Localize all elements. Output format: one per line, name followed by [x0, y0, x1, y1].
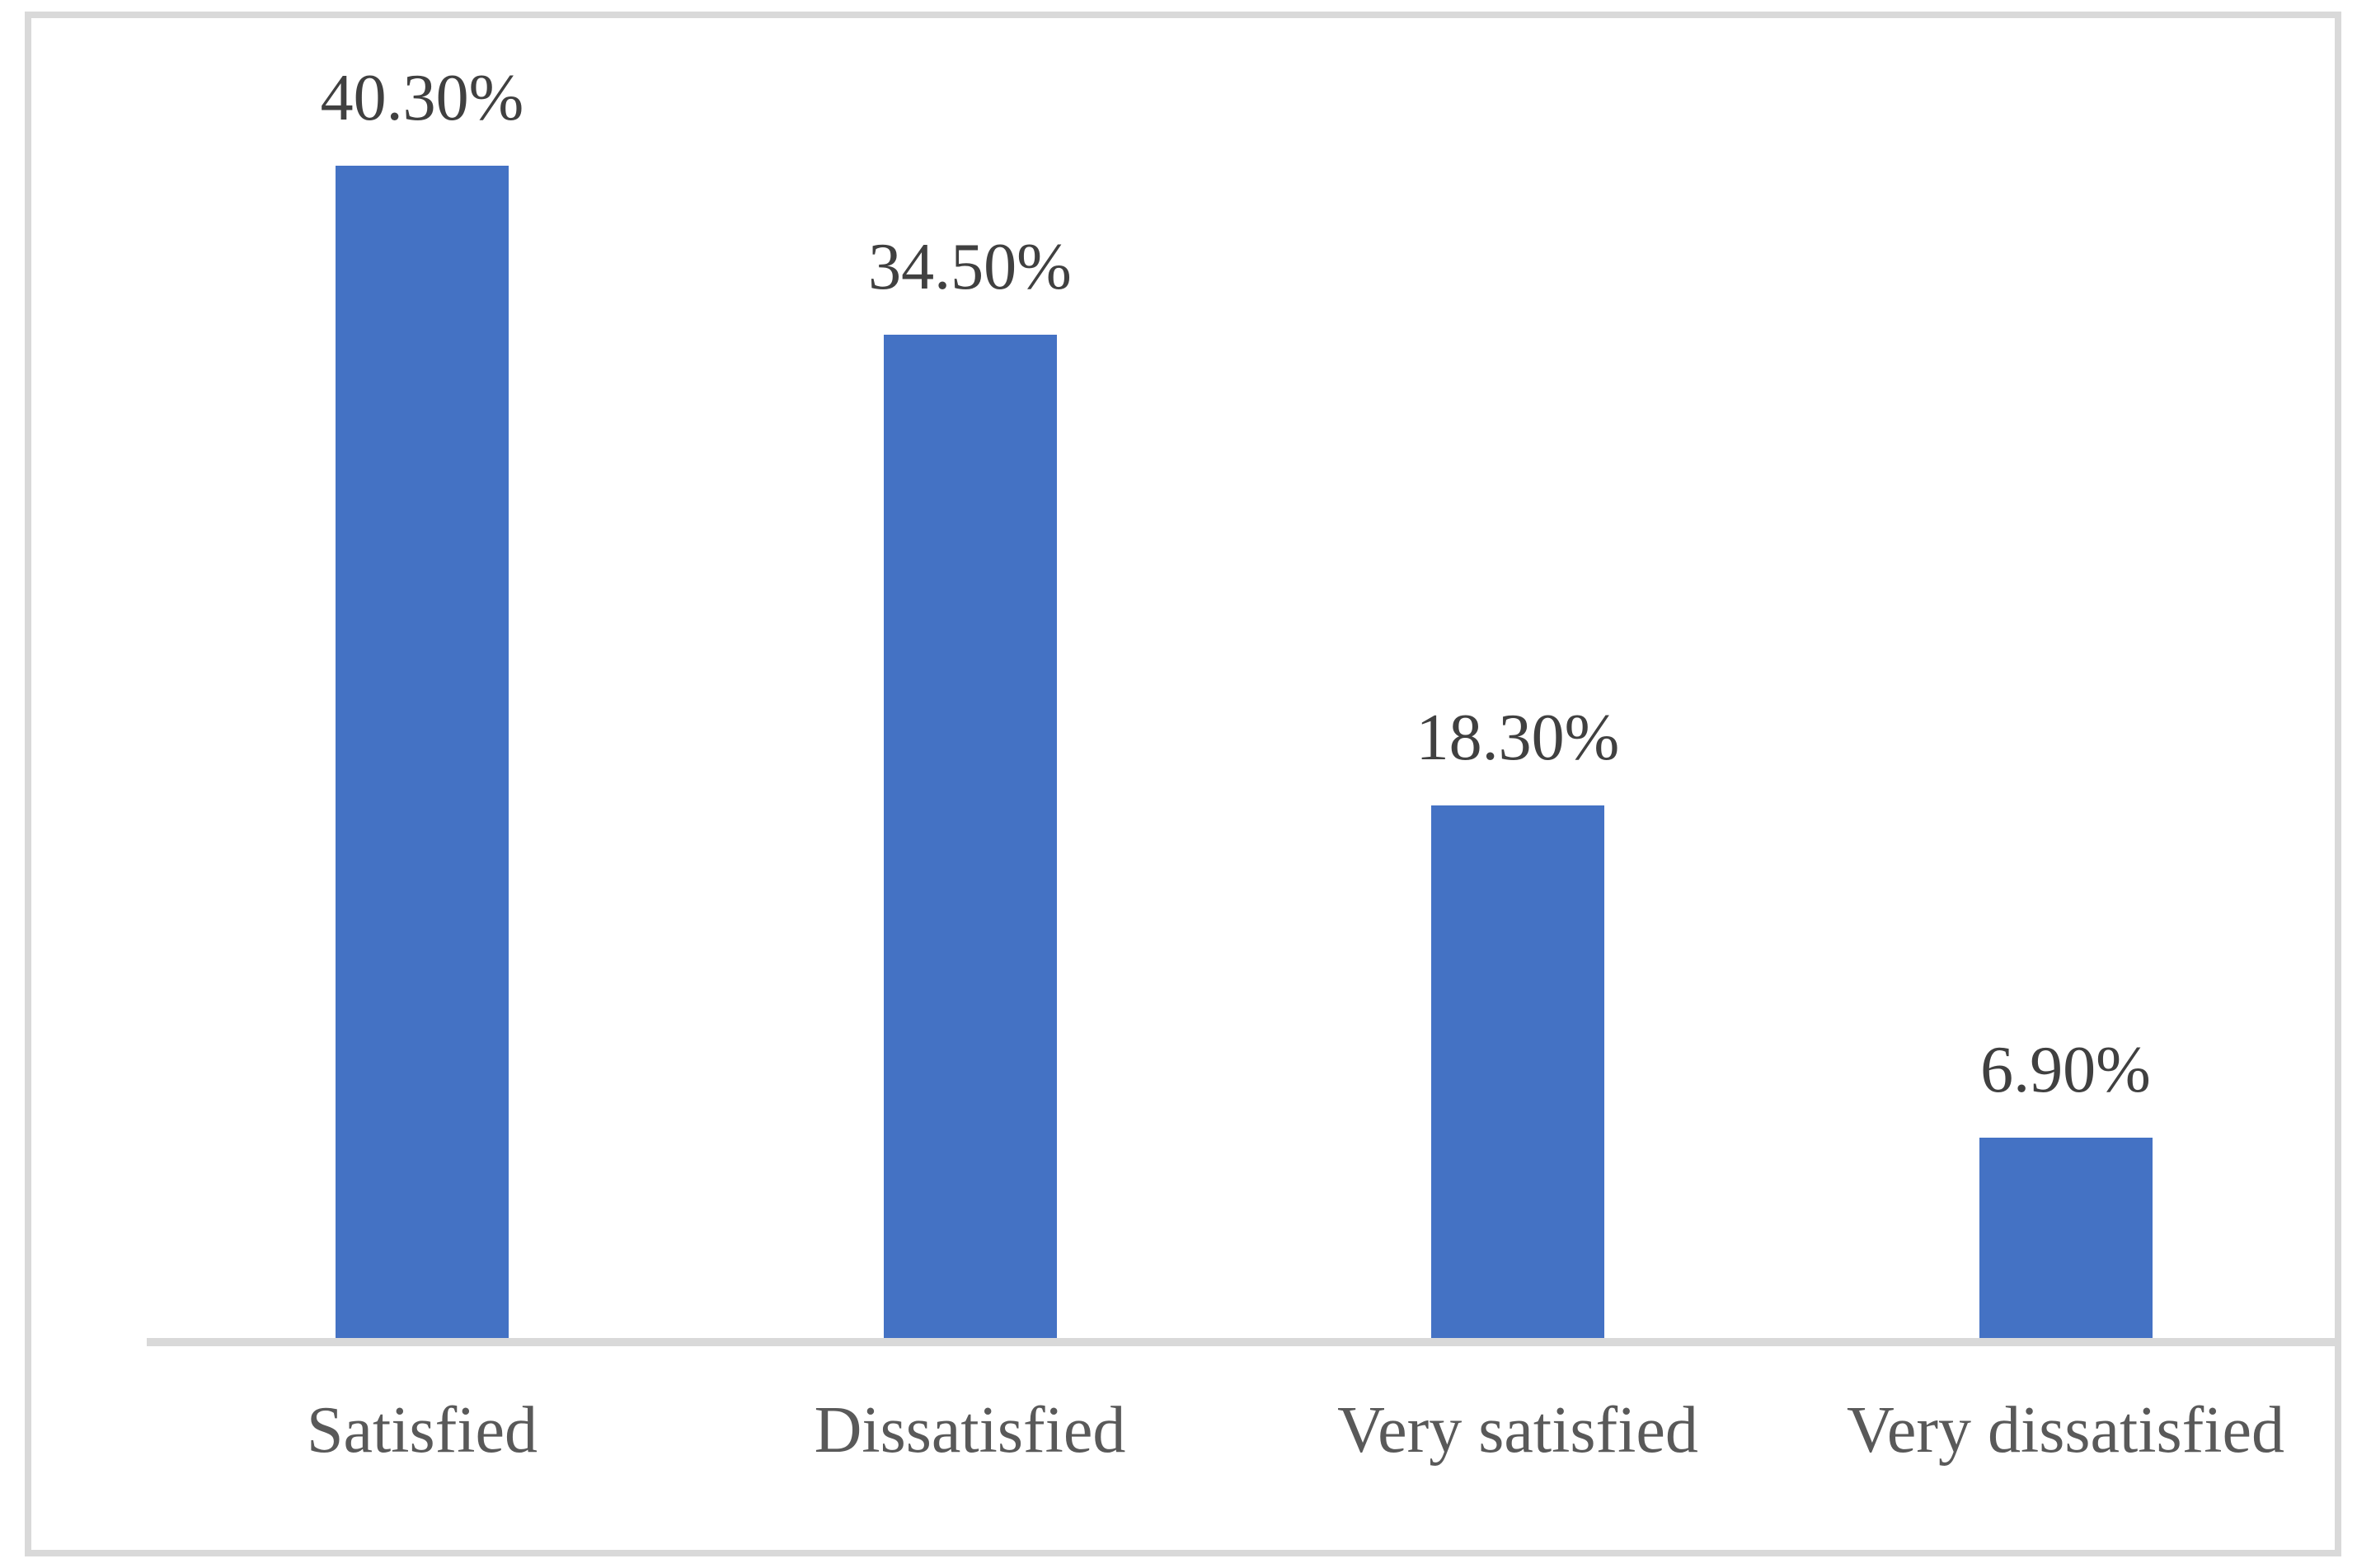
x-axis-category-label: Dissatisfied	[814, 1394, 1126, 1467]
x-axis-category-label: Satisfied	[307, 1394, 538, 1467]
bar	[336, 166, 509, 1338]
bar-value-label: 18.30%	[1416, 702, 1620, 775]
chart-border	[25, 12, 2341, 1556]
x-axis-category-label: Very satisfied	[1337, 1394, 1698, 1467]
bar-value-label: 40.30%	[320, 62, 524, 134]
bar-value-label: 34.50%	[868, 230, 1072, 303]
bar	[1979, 1137, 2153, 1338]
bar	[883, 334, 1057, 1338]
x-axis-line	[147, 1338, 2335, 1346]
x-axis-category-label: Very dissatisfied	[1846, 1394, 2284, 1467]
bar	[1431, 805, 1604, 1338]
bar-value-label: 6.90%	[1980, 1033, 2151, 1106]
